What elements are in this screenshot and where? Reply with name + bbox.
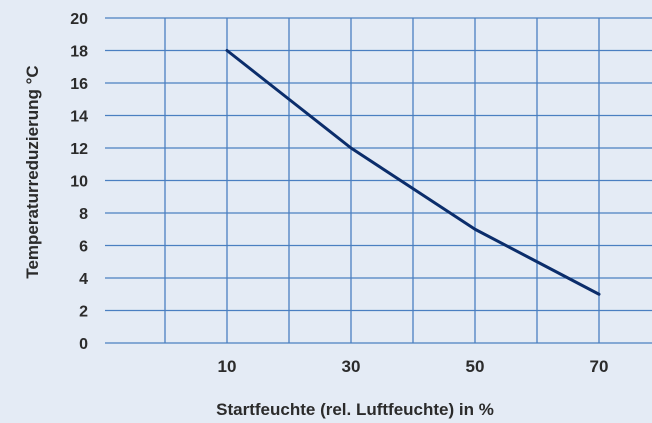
y-axis-title: Temperaturreduzierung °C xyxy=(23,65,42,278)
y-tick-label: 4 xyxy=(79,271,88,288)
y-tick-label: 2 xyxy=(79,304,88,321)
x-tick-label: 70 xyxy=(590,357,609,376)
x-tick-label: 30 xyxy=(342,357,361,376)
y-tick-label: 20 xyxy=(70,11,88,28)
y-tick-label: 6 xyxy=(79,239,88,256)
y-tick-label: 0 xyxy=(79,336,88,353)
y-tick-label: 12 xyxy=(70,141,88,158)
y-tick-label: 18 xyxy=(70,44,88,61)
y-tick-label: 14 xyxy=(70,109,88,126)
y-tick-label: 8 xyxy=(79,206,88,223)
y-tick-label: 10 xyxy=(70,174,88,191)
y-tick-label: 16 xyxy=(70,76,88,93)
x-tick-label: 50 xyxy=(466,357,485,376)
x-tick-label: 10 xyxy=(218,357,237,376)
tick-labels: 0 2 4 6 8 10 12 14 16 18 20 10 30 50 70 xyxy=(70,11,608,376)
grid xyxy=(105,18,652,343)
x-axis-title: Startfeuchte (rel. Luftfeuchte) in % xyxy=(216,400,494,419)
